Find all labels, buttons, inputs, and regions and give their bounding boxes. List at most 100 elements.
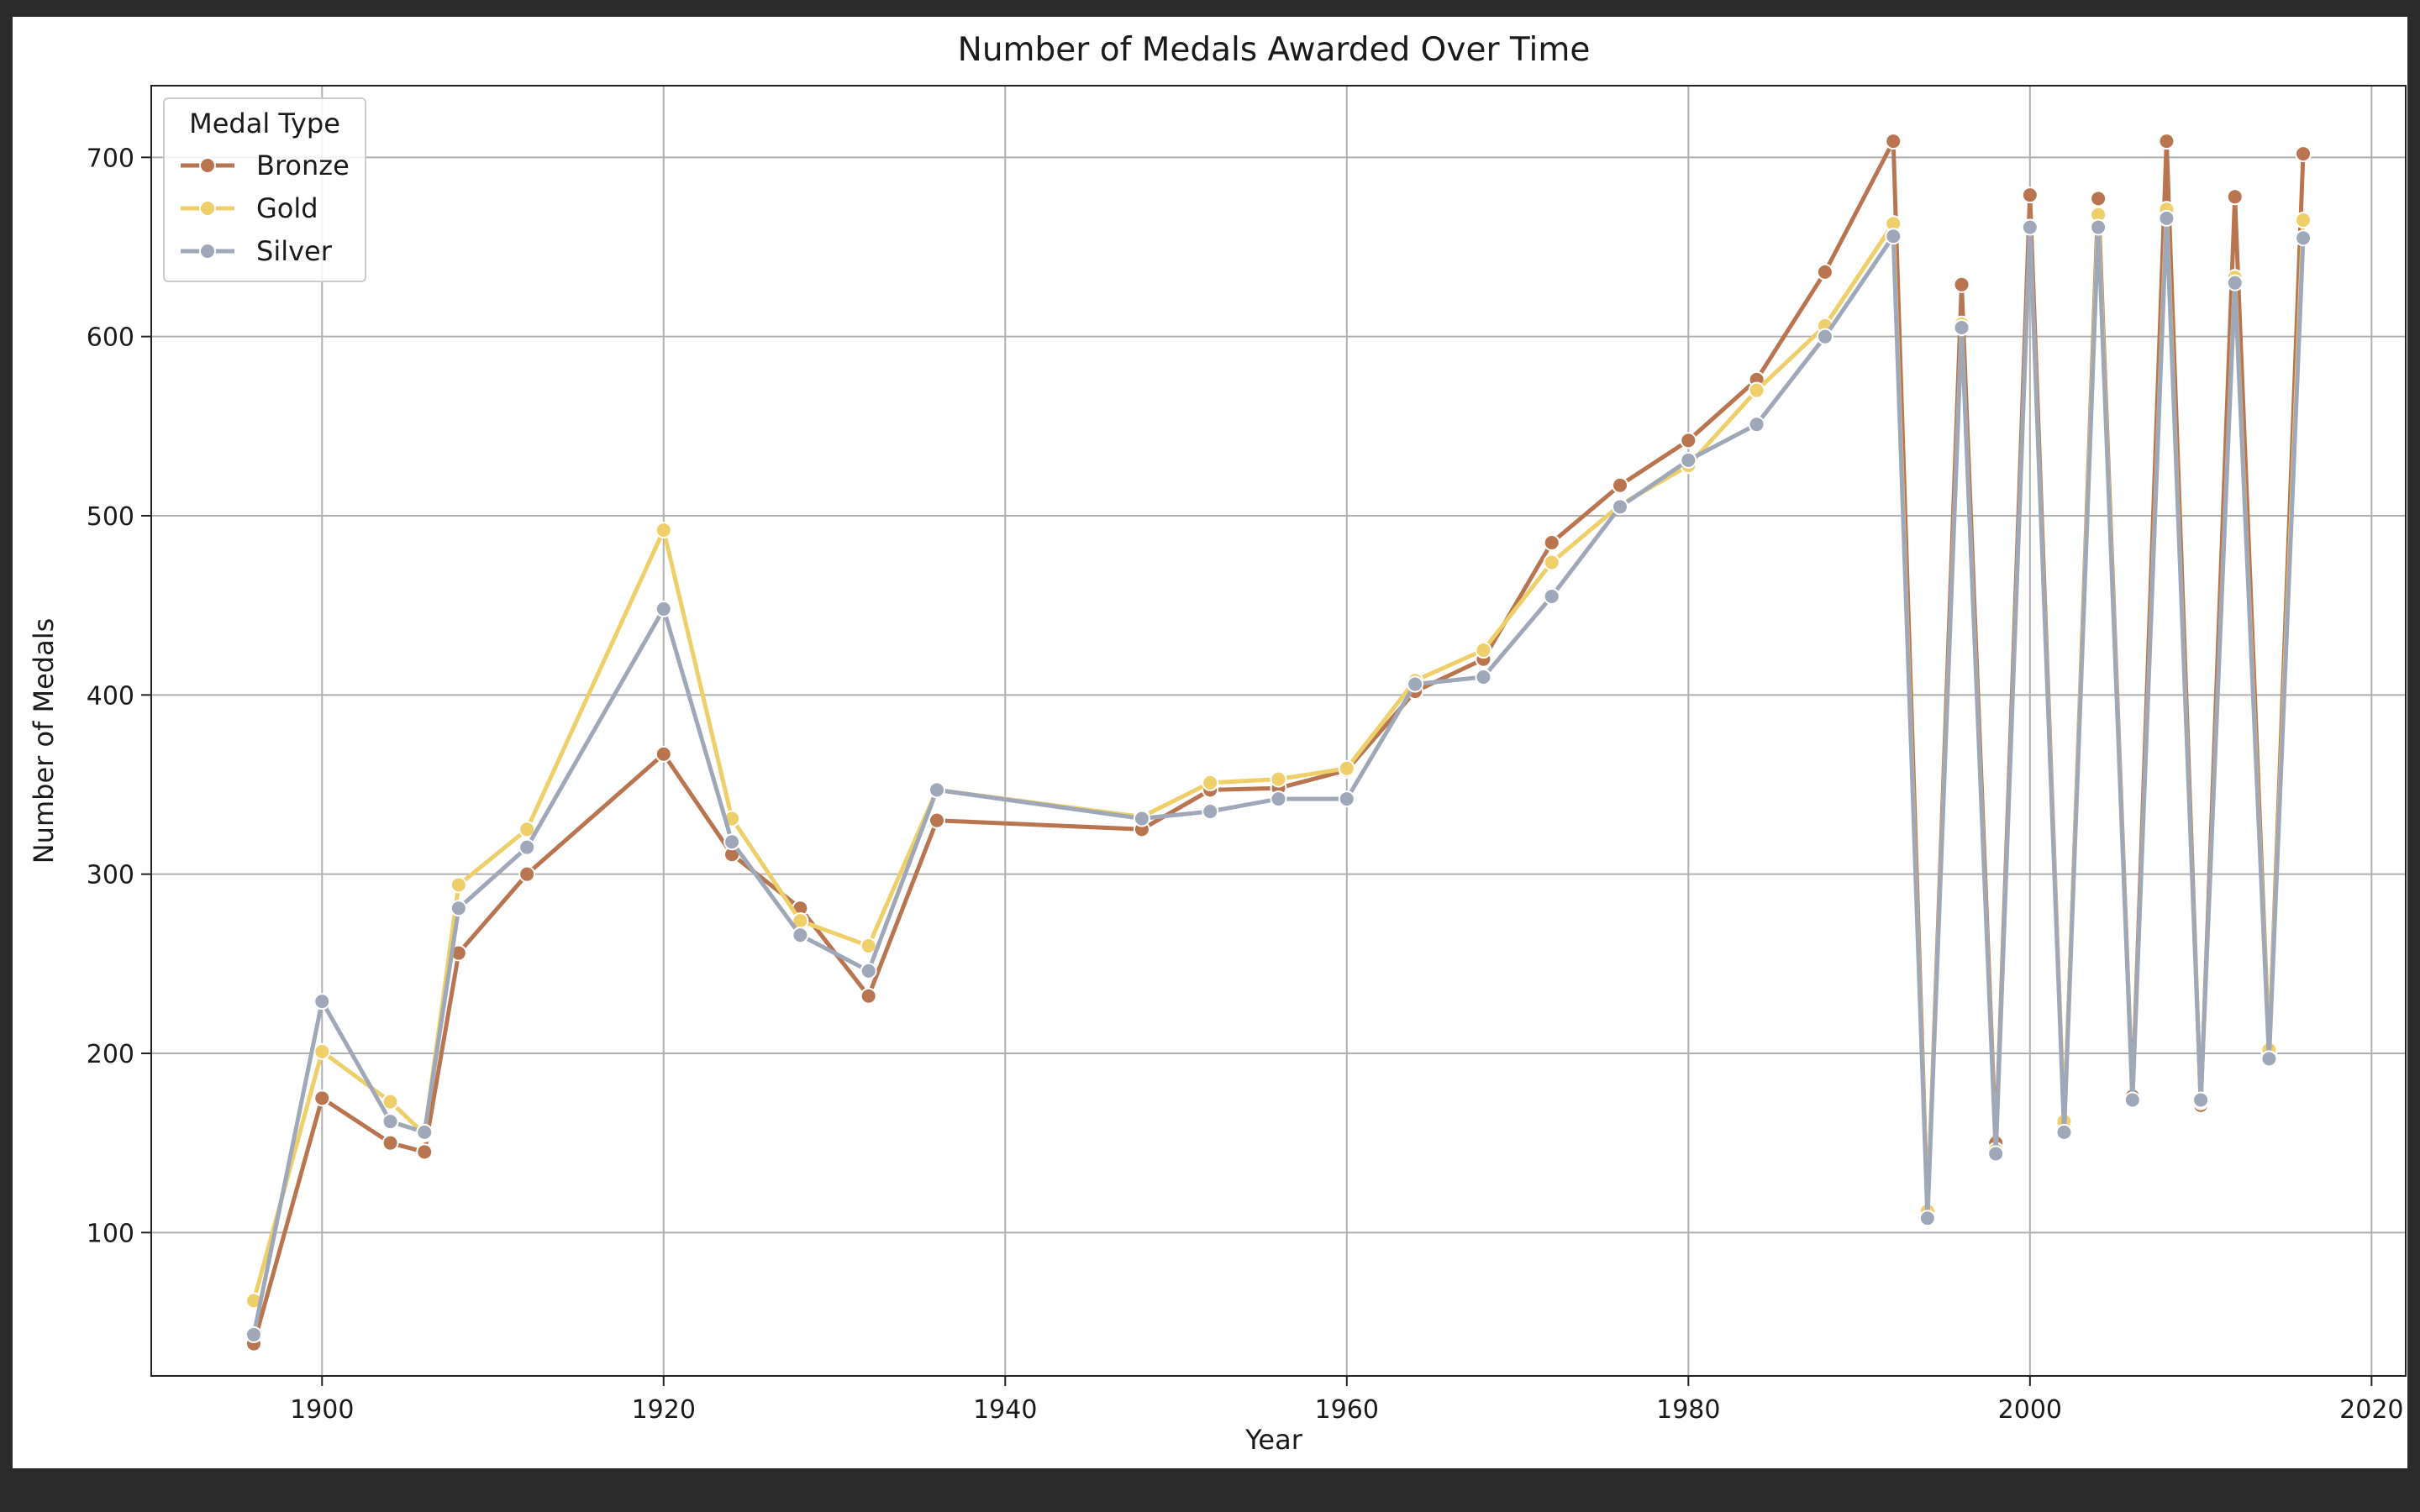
data-point-gold — [1543, 554, 1560, 571]
y-tick-label: 500 — [87, 502, 134, 532]
data-point-gold — [655, 522, 672, 539]
data-point-silver — [416, 1123, 434, 1141]
data-point-silver — [2295, 229, 2312, 247]
data-point-silver — [860, 962, 877, 979]
data-point-silver — [1748, 416, 1765, 433]
legend-item-silver: Silver — [181, 235, 333, 267]
x-tick-label: 1960 — [1315, 1395, 1379, 1425]
y-tick-label: 400 — [87, 681, 134, 711]
data-point-silver — [313, 993, 331, 1011]
data-point-silver — [381, 1113, 399, 1131]
data-point-silver — [1407, 675, 1424, 693]
x-tick-label: 1900 — [290, 1395, 354, 1425]
data-point-bronze — [655, 745, 672, 763]
data-point-silver — [1953, 319, 1970, 336]
data-point-silver — [2090, 218, 2107, 236]
legend-item-bronze: Bronze — [181, 150, 350, 181]
data-point-bronze — [2226, 188, 2244, 206]
data-point-silver — [792, 927, 809, 944]
y-tick-label: 700 — [87, 144, 134, 173]
data-point-silver — [1475, 669, 1492, 685]
x-tick-label: 1920 — [632, 1395, 696, 1425]
data-point-bronze — [1885, 133, 1902, 150]
data-point-bronze — [1543, 534, 1560, 551]
data-point-silver — [2260, 1050, 2278, 1068]
data-point-gold — [2295, 212, 2312, 228]
data-point-silver — [1202, 803, 1219, 820]
y-tick-label: 200 — [87, 1040, 134, 1069]
data-point-gold — [450, 876, 467, 894]
x-tick-label: 2000 — [1998, 1395, 2062, 1425]
data-point-silver — [2192, 1091, 2210, 1109]
data-point-bronze — [416, 1143, 434, 1161]
data-point-bronze — [2021, 186, 2039, 204]
data-point-bronze — [518, 865, 536, 883]
legend-marker-gold — [199, 200, 216, 217]
data-point-silver — [1543, 588, 1560, 605]
data-point-gold — [381, 1093, 399, 1110]
series-bronze — [245, 133, 2312, 1352]
data-point-bronze — [381, 1134, 399, 1152]
data-point-silver — [1816, 328, 1833, 345]
data-point-silver — [1885, 228, 1902, 245]
data-point-bronze — [2295, 145, 2312, 163]
data-point-bronze — [1680, 432, 1697, 449]
plot-frame — [150, 85, 2407, 1377]
line-chart: Number of Medals Awarded Over Time Year … — [28, 31, 2407, 1456]
data-point-bronze — [860, 987, 877, 1005]
series-lines — [245, 133, 2312, 1352]
data-point-bronze — [2158, 133, 2175, 150]
y-tick-label: 300 — [87, 861, 134, 890]
data-point-bronze — [313, 1089, 331, 1107]
x-tick-label: 1940 — [973, 1395, 1037, 1425]
x-tick-label: 1980 — [1656, 1395, 1720, 1425]
data-point-gold — [518, 821, 536, 838]
legend-item-gold: Gold — [181, 192, 318, 224]
data-point-silver — [2158, 209, 2175, 227]
legend-marker-bronze — [199, 157, 216, 174]
x-tick-label: 2020 — [2339, 1395, 2403, 1425]
data-point-gold — [1270, 770, 1287, 788]
series-line-bronze — [251, 139, 2306, 1347]
data-point-silver — [245, 1326, 262, 1343]
legend-label-bronze: Bronze — [256, 150, 350, 181]
data-point-bronze — [928, 811, 945, 829]
data-point-silver — [928, 781, 945, 799]
series-silver — [245, 209, 2312, 1343]
data-point-bronze — [1953, 276, 1970, 293]
data-point-silver — [1270, 790, 1287, 808]
data-point-gold — [1202, 774, 1219, 791]
data-point-gold — [313, 1042, 331, 1060]
y-tick-label: 600 — [87, 323, 134, 353]
data-point-silver — [1338, 790, 1355, 808]
data-point-silver — [1987, 1145, 2005, 1163]
data-point-bronze — [2090, 190, 2107, 207]
data-point-silver — [1680, 451, 1697, 469]
data-point-silver — [1918, 1210, 1936, 1227]
axis-ticks: 1900 1920 1940 1960 1980 2000 2020 100 200 300 400… — [87, 144, 2404, 1425]
data-point-silver — [2021, 218, 2039, 236]
x-axis-label: Year — [1244, 1424, 1303, 1456]
legend-title: Medal Type — [189, 108, 340, 139]
data-point-gold — [1475, 642, 1492, 659]
data-point-silver — [2123, 1091, 2141, 1109]
data-point-silver — [2226, 274, 2244, 291]
grid-lines — [151, 86, 2406, 1376]
data-point-silver — [450, 900, 467, 917]
y-tick-label: 100 — [87, 1219, 134, 1248]
legend-box — [163, 97, 366, 282]
y-axis-label: Number of Medals — [28, 618, 60, 864]
data-point-silver — [1133, 810, 1150, 827]
data-point-silver — [518, 838, 536, 856]
data-point-gold — [1338, 759, 1355, 777]
data-point-silver — [1612, 498, 1629, 516]
data-point-silver — [655, 600, 672, 617]
legend-label-silver: Silver — [256, 235, 333, 267]
data-point-bronze — [1816, 263, 1833, 281]
data-point-silver — [2055, 1123, 2073, 1141]
chart-figure: Number of Medals Awarded Over Time Year … — [13, 17, 2407, 1468]
legend: Medal Type Bronze Gold Silver — [163, 97, 366, 282]
data-point-bronze — [1612, 476, 1629, 494]
legend-marker-silver — [199, 243, 216, 260]
data-point-silver — [723, 833, 741, 851]
